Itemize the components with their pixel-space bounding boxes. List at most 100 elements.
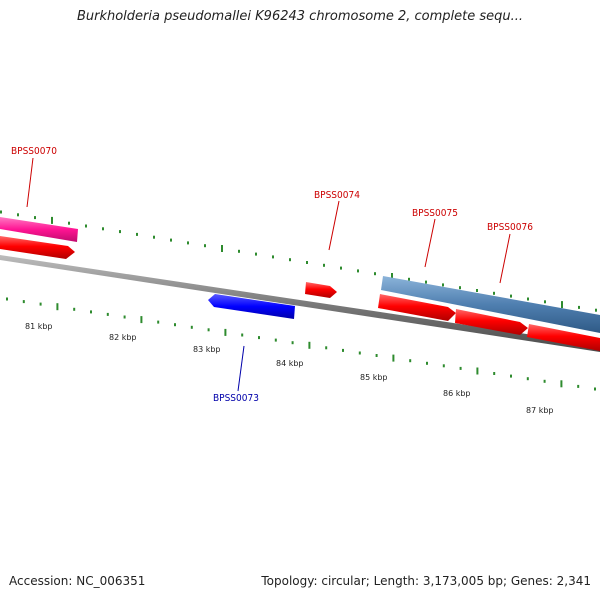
- minor-tick: [241, 333, 244, 337]
- feature-bpss0070-pink[interactable]: [0, 217, 78, 242]
- major-tick: [561, 301, 563, 309]
- minor-tick: [442, 283, 444, 287]
- minor-tick: [325, 346, 328, 350]
- tick-row-lower: [6, 297, 596, 391]
- major-tick: [221, 245, 223, 252]
- leader-bpss0074: [328, 200, 340, 251]
- minor-tick: [409, 359, 412, 363]
- label-leaders: [26, 157, 511, 392]
- minor-tick: [187, 241, 189, 245]
- gene-bpss0075-arrow[interactable]: [378, 294, 456, 321]
- ruler-label: 87 kbp: [526, 406, 554, 415]
- leader-bpss0073: [237, 345, 245, 392]
- minor-tick: [459, 366, 462, 370]
- minor-tick: [595, 308, 597, 312]
- major-tick: [392, 354, 395, 362]
- gene-label-bpss0075[interactable]: BPSS0075: [412, 208, 458, 219]
- sequence-backbone: [0, 255, 600, 352]
- minor-tick: [291, 341, 294, 345]
- major-tick: [56, 303, 59, 311]
- minor-tick: [39, 302, 42, 306]
- minor-tick: [73, 307, 76, 311]
- minor-tick: [85, 224, 87, 228]
- minor-tick: [119, 230, 121, 234]
- minor-tick: [543, 379, 546, 383]
- map-title: Burkholderia pseudomallei K96243 chromos…: [76, 9, 524, 24]
- minor-tick: [306, 261, 308, 264]
- minor-tick: [174, 323, 176, 327]
- minor-tick: [408, 277, 410, 281]
- minor-tick: [289, 258, 291, 262]
- minor-tick: [272, 255, 274, 259]
- major-tick: [308, 341, 311, 349]
- minor-tick: [6, 297, 8, 301]
- leader-bpss0075: [424, 218, 436, 268]
- leader-bpss0076: [499, 233, 511, 284]
- minor-tick: [153, 235, 155, 239]
- minor-tick: [526, 377, 529, 381]
- gene-bpss0073-arrow[interactable]: [208, 294, 295, 319]
- minor-tick: [136, 232, 138, 236]
- ruler-labels: 81 kbp 82 kbp 83 kbp 84 kbp 85 kbp 86 kb…: [25, 322, 554, 415]
- minor-tick: [459, 286, 461, 290]
- minor-tick: [170, 238, 172, 242]
- accession-text: Accession: NC_006351: [9, 574, 146, 588]
- minor-tick: [578, 305, 580, 309]
- minor-tick: [594, 387, 596, 391]
- minor-tick: [22, 300, 25, 304]
- minor-tick: [123, 315, 126, 319]
- minor-tick: [425, 280, 427, 284]
- gene-label-bpss0074[interactable]: BPSS0074: [314, 190, 360, 201]
- region-bar[interactable]: [381, 276, 600, 333]
- minor-tick: [17, 213, 19, 217]
- gene-bpss0076-arrow[interactable]: [455, 309, 528, 335]
- ruler-label: 84 kbp: [276, 359, 304, 368]
- summary-text: Topology: circular; Length: 3,173,005 bp…: [261, 574, 591, 588]
- gene-labels: BPSS0070 BPSS0074 BPSS0075 BPSS0076 BPSS…: [11, 146, 533, 404]
- leader-bpss0070: [26, 157, 34, 208]
- minor-tick: [258, 336, 260, 340]
- minor-tick: [106, 312, 109, 316]
- gene-label-bpss0070[interactable]: BPSS0070: [11, 146, 57, 157]
- major-tick: [51, 216, 53, 224]
- minor-tick: [442, 364, 445, 368]
- minor-tick: [90, 310, 92, 314]
- minor-tick: [340, 266, 342, 270]
- ruler-label: 81 kbp: [25, 322, 53, 331]
- ruler-label: 82 kbp: [109, 333, 137, 342]
- minor-tick: [527, 297, 529, 301]
- gene-next-arrow[interactable]: [527, 324, 600, 351]
- minor-tick: [102, 227, 104, 231]
- ruler-label: 86 kbp: [443, 389, 471, 398]
- gene-bpss0074-arrow[interactable]: [305, 282, 337, 298]
- minor-tick: [157, 320, 160, 324]
- gene-label-bpss0076[interactable]: BPSS0076: [487, 222, 533, 233]
- ruler-label: 85 kbp: [360, 373, 388, 382]
- minor-tick: [204, 244, 206, 248]
- minor-tick: [493, 372, 496, 375]
- major-tick: [476, 367, 479, 375]
- minor-tick: [0, 210, 2, 214]
- minor-tick: [34, 216, 36, 220]
- minor-tick: [493, 291, 495, 295]
- minor-tick: [238, 249, 240, 253]
- minor-tick: [374, 272, 376, 276]
- minor-tick: [68, 221, 70, 225]
- minor-tick: [375, 354, 378, 357]
- gene-bpss0070-arrow[interactable]: [0, 236, 75, 259]
- minor-tick: [358, 351, 361, 355]
- minor-tick: [274, 338, 277, 342]
- minor-tick: [544, 300, 546, 304]
- major-tick: [560, 380, 563, 388]
- minor-tick: [577, 384, 580, 388]
- tick-row-upper: [0, 210, 597, 312]
- minor-tick: [342, 348, 344, 352]
- minor-tick: [255, 252, 257, 256]
- minor-tick: [510, 374, 512, 378]
- major-tick: [391, 273, 393, 280]
- minor-tick: [207, 328, 210, 332]
- minor-tick: [476, 289, 478, 292]
- gene-label-bpss0073[interactable]: BPSS0073: [213, 393, 259, 404]
- minor-tick: [510, 294, 512, 298]
